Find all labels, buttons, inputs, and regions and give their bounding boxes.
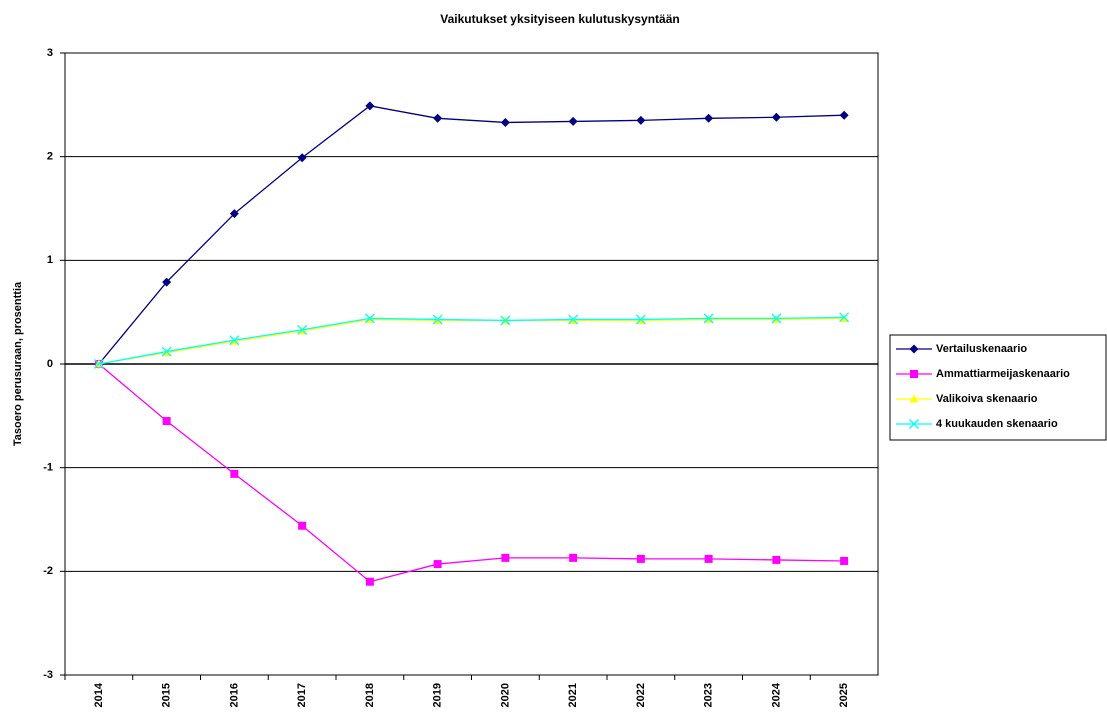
series-line xyxy=(98,105,845,365)
point xyxy=(298,521,307,530)
x-tick-label: 2019 xyxy=(432,683,444,707)
point xyxy=(636,554,645,563)
point xyxy=(229,209,239,219)
point xyxy=(297,324,308,335)
point xyxy=(433,113,443,123)
x-tick-label: 2016 xyxy=(228,683,240,707)
x-tick-label: 2021 xyxy=(567,683,579,707)
point xyxy=(909,394,919,403)
point xyxy=(771,313,782,324)
point xyxy=(297,153,307,163)
point xyxy=(772,555,781,564)
y-tick-label: 0 xyxy=(47,358,53,370)
point xyxy=(704,113,714,123)
point xyxy=(501,553,510,562)
point xyxy=(636,115,646,125)
legend-label: 4 kuukauden skenaario xyxy=(936,418,1058,430)
chart-title: Vaikutukset yksityiseen kulutuskysyntään xyxy=(440,12,679,26)
point xyxy=(364,313,375,324)
point xyxy=(162,417,171,426)
point xyxy=(229,335,240,346)
series-line xyxy=(98,363,845,583)
x-tick-label: 2018 xyxy=(364,683,376,707)
y-tick-label: 2 xyxy=(47,151,53,163)
x-tick-label: 2024 xyxy=(770,682,782,707)
x-tick-label: 2015 xyxy=(161,683,173,707)
x-tick-label: 2023 xyxy=(703,683,715,707)
series-line xyxy=(98,317,845,365)
y-axis-label: Tasoero perusuraan, prosenttia xyxy=(12,281,24,446)
x-tick-label: 2017 xyxy=(296,683,308,707)
point xyxy=(771,112,781,122)
point xyxy=(909,344,919,354)
point xyxy=(161,346,172,357)
y-tick-label: 3 xyxy=(47,47,53,59)
point xyxy=(432,314,443,325)
point xyxy=(365,101,375,111)
point xyxy=(635,314,646,325)
point xyxy=(909,419,919,429)
series-line xyxy=(98,316,845,365)
point xyxy=(910,370,918,378)
point xyxy=(500,315,511,326)
legend-box xyxy=(889,334,1107,441)
point xyxy=(839,110,849,120)
y-tick-label: -2 xyxy=(43,565,53,577)
point xyxy=(704,554,713,563)
point xyxy=(433,560,442,569)
point xyxy=(93,359,104,369)
point xyxy=(840,556,849,565)
point xyxy=(568,314,579,325)
point xyxy=(162,277,172,287)
x-tick-label: 2014 xyxy=(93,682,105,707)
point xyxy=(569,553,578,562)
legend-label: Valikoiva skenaario xyxy=(936,393,1038,405)
point xyxy=(230,469,239,478)
x-tick-label: 2022 xyxy=(635,683,647,707)
x-tick-label: 2020 xyxy=(499,683,511,707)
legend-label: Ammattiarmeijaskenaario xyxy=(936,368,1070,380)
x-tick-label: 2025 xyxy=(838,683,850,707)
point xyxy=(500,117,510,127)
point xyxy=(365,577,374,586)
y-tick-label: 1 xyxy=(47,254,53,266)
y-tick-label: -1 xyxy=(43,462,53,474)
y-tick-label: -3 xyxy=(43,669,53,681)
point xyxy=(568,116,578,126)
legend-label: Vertailuskenaario xyxy=(936,343,1027,355)
point xyxy=(839,312,850,323)
point xyxy=(703,313,714,324)
